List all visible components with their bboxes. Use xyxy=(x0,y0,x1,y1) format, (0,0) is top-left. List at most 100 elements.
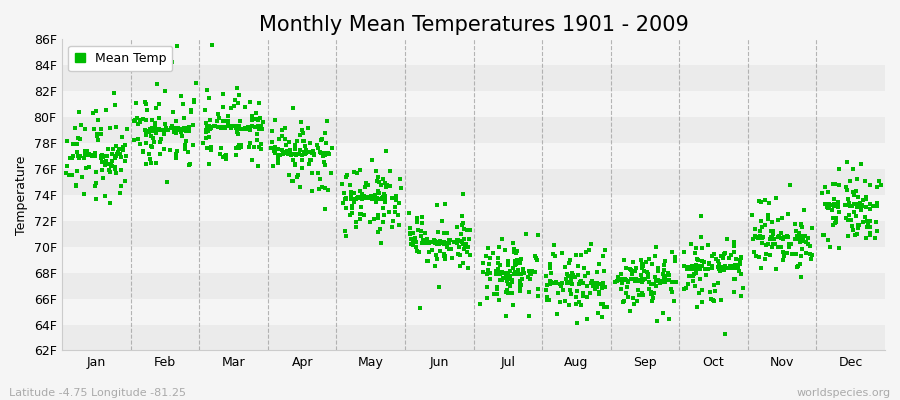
Point xyxy=(245,123,259,129)
Point xyxy=(450,224,464,230)
Point xyxy=(293,147,308,154)
Point xyxy=(562,302,576,308)
Point xyxy=(507,248,521,255)
Point xyxy=(573,252,588,258)
Point xyxy=(689,304,704,310)
Point xyxy=(613,277,627,283)
Point xyxy=(157,128,171,135)
Point xyxy=(339,195,354,201)
Point xyxy=(238,125,252,132)
Point xyxy=(667,298,681,304)
Point xyxy=(218,153,232,159)
Point xyxy=(724,252,738,258)
Point xyxy=(245,116,259,123)
Point xyxy=(296,149,310,156)
Point xyxy=(616,280,630,286)
Point xyxy=(869,228,884,234)
Point xyxy=(198,127,212,133)
Point xyxy=(500,278,514,284)
Point xyxy=(619,290,634,296)
Point xyxy=(568,274,582,280)
Point xyxy=(202,144,217,151)
Point xyxy=(127,137,141,144)
Point xyxy=(752,228,767,234)
Point xyxy=(428,263,443,269)
Point xyxy=(452,244,466,250)
Point xyxy=(142,128,157,135)
Point xyxy=(705,263,719,270)
Point xyxy=(277,149,292,155)
Point xyxy=(645,298,660,304)
Point xyxy=(472,301,487,308)
Point xyxy=(713,268,727,274)
Point xyxy=(859,195,873,202)
Point xyxy=(626,301,641,308)
Point xyxy=(755,235,770,241)
Point xyxy=(319,184,333,191)
Point xyxy=(275,149,290,156)
Point xyxy=(143,127,157,133)
Point xyxy=(792,229,806,236)
Point xyxy=(303,148,318,155)
Point xyxy=(152,127,166,134)
Point xyxy=(587,280,601,286)
Point xyxy=(755,234,770,240)
Point xyxy=(218,124,232,130)
Point xyxy=(668,254,682,260)
Point xyxy=(111,151,125,158)
Point xyxy=(161,127,176,134)
Point xyxy=(76,191,91,197)
Point xyxy=(346,199,361,206)
Point xyxy=(706,298,721,305)
Point xyxy=(764,234,778,240)
Point xyxy=(243,140,257,146)
Point xyxy=(367,216,382,222)
Point xyxy=(353,216,367,222)
Point xyxy=(828,201,842,207)
Point xyxy=(677,286,691,292)
Point xyxy=(572,279,587,285)
Point xyxy=(526,269,540,276)
Point xyxy=(850,204,865,210)
Point xyxy=(823,244,837,250)
Point xyxy=(229,97,243,103)
Point xyxy=(590,269,605,276)
Point xyxy=(701,266,716,272)
Point xyxy=(94,153,108,159)
Point xyxy=(562,280,576,286)
Point xyxy=(82,151,96,158)
Point xyxy=(491,291,505,297)
Point xyxy=(129,117,143,124)
Point xyxy=(694,234,708,240)
Point xyxy=(476,269,491,275)
Point xyxy=(445,254,459,261)
Point xyxy=(780,250,795,257)
Point xyxy=(298,143,312,149)
Point xyxy=(598,246,612,253)
Point xyxy=(852,204,867,210)
Point xyxy=(377,212,392,218)
Point xyxy=(284,150,298,156)
Point xyxy=(414,232,428,239)
Point xyxy=(778,234,792,241)
Point xyxy=(517,270,531,277)
Point xyxy=(578,273,592,280)
Point xyxy=(646,295,661,301)
Point xyxy=(296,138,310,144)
Point xyxy=(726,242,741,249)
Point xyxy=(363,219,377,225)
Point xyxy=(658,278,672,284)
Point xyxy=(668,258,682,264)
Point xyxy=(793,234,807,240)
Point xyxy=(851,201,866,207)
Point xyxy=(202,126,217,132)
Point xyxy=(80,147,94,154)
Point xyxy=(758,197,772,203)
Point xyxy=(790,236,805,242)
Point xyxy=(320,150,334,157)
Point xyxy=(790,236,805,242)
Point xyxy=(155,126,169,133)
Bar xyxy=(62,39,885,65)
Point xyxy=(428,238,443,244)
Point xyxy=(718,250,733,256)
